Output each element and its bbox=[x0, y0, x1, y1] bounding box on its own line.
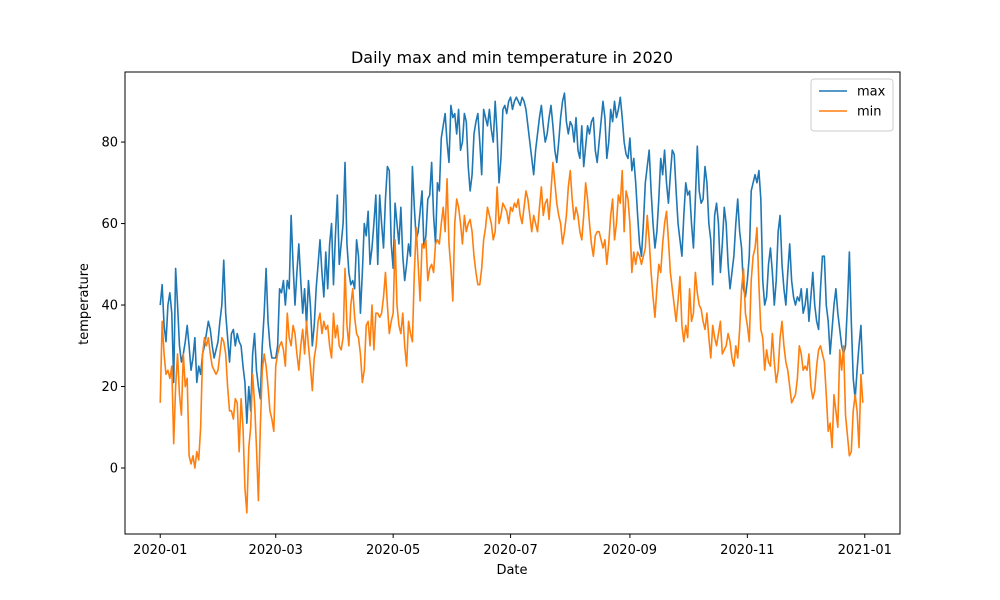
legend-box bbox=[810, 78, 894, 132]
y-tick-label: 40 bbox=[101, 299, 118, 314]
plot-frame bbox=[124, 71, 901, 535]
chart-title: Daily max and min temperature in 2020 bbox=[351, 48, 673, 67]
legend-label: min bbox=[857, 105, 882, 120]
y-tick-label: 20 bbox=[101, 380, 118, 395]
legend-label: max bbox=[857, 85, 886, 100]
y-tick-label: 0 bbox=[110, 462, 118, 477]
x-tick-label: 2020-09 bbox=[603, 543, 657, 558]
y-tick-label: 80 bbox=[101, 136, 118, 151]
line-series bbox=[159, 161, 864, 514]
x-tick-label: 2020-01 bbox=[133, 543, 187, 558]
x-axis-label: Date bbox=[496, 563, 527, 578]
x-tick-label: 2020-05 bbox=[366, 543, 420, 558]
y-axis-label: temperature bbox=[77, 263, 92, 345]
legend: max min bbox=[810, 78, 894, 132]
y-tick-label: 60 bbox=[101, 217, 118, 232]
x-tick-label: 2020-07 bbox=[483, 543, 537, 558]
x-tick-label: 2020-11 bbox=[720, 543, 774, 558]
line-series bbox=[159, 92, 864, 424]
x-tick-label: 2020-03 bbox=[249, 543, 303, 558]
x-tick-label: 2021-01 bbox=[838, 543, 892, 558]
